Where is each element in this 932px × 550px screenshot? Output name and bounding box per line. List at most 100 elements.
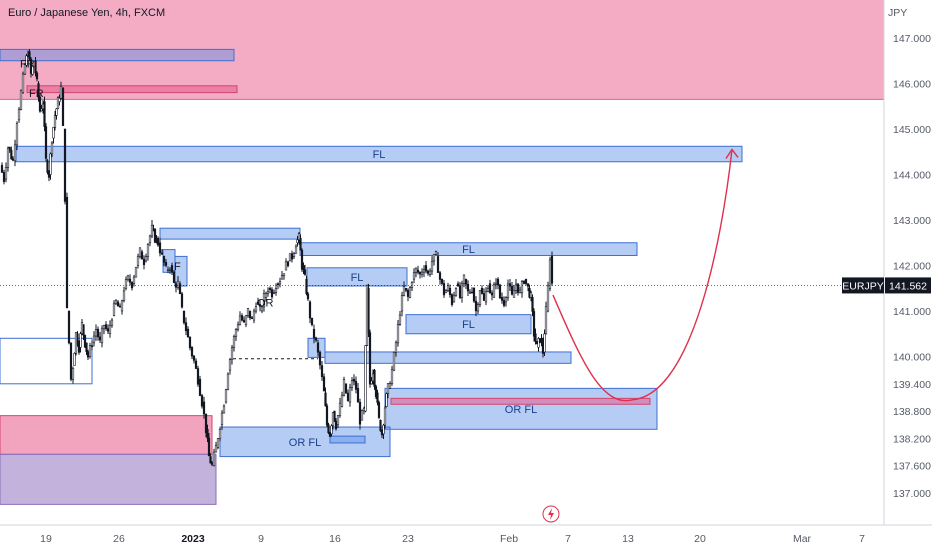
zone-demand [329,435,366,444]
candle-body [153,228,157,243]
candle-body [258,304,262,307]
candle-body [76,333,79,345]
candle-body [408,287,412,298]
candle-body [142,258,146,265]
candle-body [344,383,348,394]
candle-body [296,239,299,244]
zone-supply [26,85,238,94]
candle-body [297,233,301,241]
candle-body [200,395,204,407]
candle-body [398,314,402,325]
candle-body [158,242,162,254]
candle-body [532,311,536,337]
candle-body [520,281,524,294]
candle-body [286,261,290,267]
candle-body [71,367,75,380]
candle-body [302,265,305,271]
candle-body [194,360,198,369]
lightning-glyph-icon [548,508,554,520]
time-scale-background [0,525,932,550]
x-tick-label: 16 [329,533,341,545]
candle-body [240,315,244,321]
x-tick-label: 26 [113,533,125,545]
candle-body [19,90,23,110]
candle-body [516,283,520,293]
candle-body [358,401,362,425]
candle-body [168,268,172,271]
candle-body [38,96,42,112]
candle-body [11,158,15,161]
candle-body [79,333,82,348]
candle-body [488,283,492,294]
candle-body [458,285,462,298]
candle-body [306,293,310,300]
candle-body [15,123,19,146]
candle-body [35,72,39,80]
zone-demand_outline [0,337,93,385]
candle-body [180,293,184,308]
candle-body [106,328,110,332]
candle-body [254,306,258,312]
candle-body [464,278,468,285]
candle-body [522,281,526,284]
last-price-tag [885,277,931,294]
candle-body [92,335,96,344]
candle-body [52,127,55,139]
candle-body [426,270,430,274]
candle-body [540,337,543,343]
symbol-tag-label: EURJPY [842,280,883,292]
candle-body [379,419,382,432]
candle-body [428,270,432,275]
candle-body [510,285,514,295]
y-tick-label: 140.000 [893,352,931,364]
candle-body [312,328,316,339]
y-tick-label: 146.000 [893,79,931,91]
y-tick-label: 143.000 [893,215,931,227]
candle-body [204,413,208,433]
zone-label: FL [462,319,475,331]
candle-body [69,342,73,380]
candle-body [100,328,104,344]
candle-body [356,388,360,403]
zone-label: FL [351,272,364,284]
candle-body [386,383,390,395]
candle-body [448,287,452,295]
candle-body [466,283,470,292]
candle-body [484,291,488,303]
candle-body [226,373,230,390]
candle-body [138,247,142,257]
candle-body [330,425,333,435]
candle-body [256,301,260,305]
last-price-label: 141.562 [889,280,927,292]
zone-purple [0,453,217,505]
candle-body [470,291,474,294]
candle-body [374,386,378,398]
candle-body [2,172,6,182]
candle-body [104,324,108,329]
projection-curve [552,149,733,402]
candle-body [260,306,264,312]
candle-body [373,369,376,387]
candle-body [67,310,71,344]
candle-body [385,393,388,407]
candle-body [232,336,236,348]
candle-body [340,394,344,407]
zone-demand [159,227,301,240]
y-tick-label: 138.800 [893,406,931,418]
candle-body [0,165,4,173]
candles-layer [0,49,554,467]
candle-body [550,256,554,284]
candle-body [63,128,67,202]
zone-demand [324,351,572,364]
candle-body [360,410,364,421]
candle-body [490,292,494,296]
y-tick-label: 144.000 [893,170,931,182]
candle-body [346,392,350,401]
candle-body [112,303,116,316]
candle-body [537,338,540,348]
candle-body [210,462,214,465]
candle-body [192,355,196,361]
